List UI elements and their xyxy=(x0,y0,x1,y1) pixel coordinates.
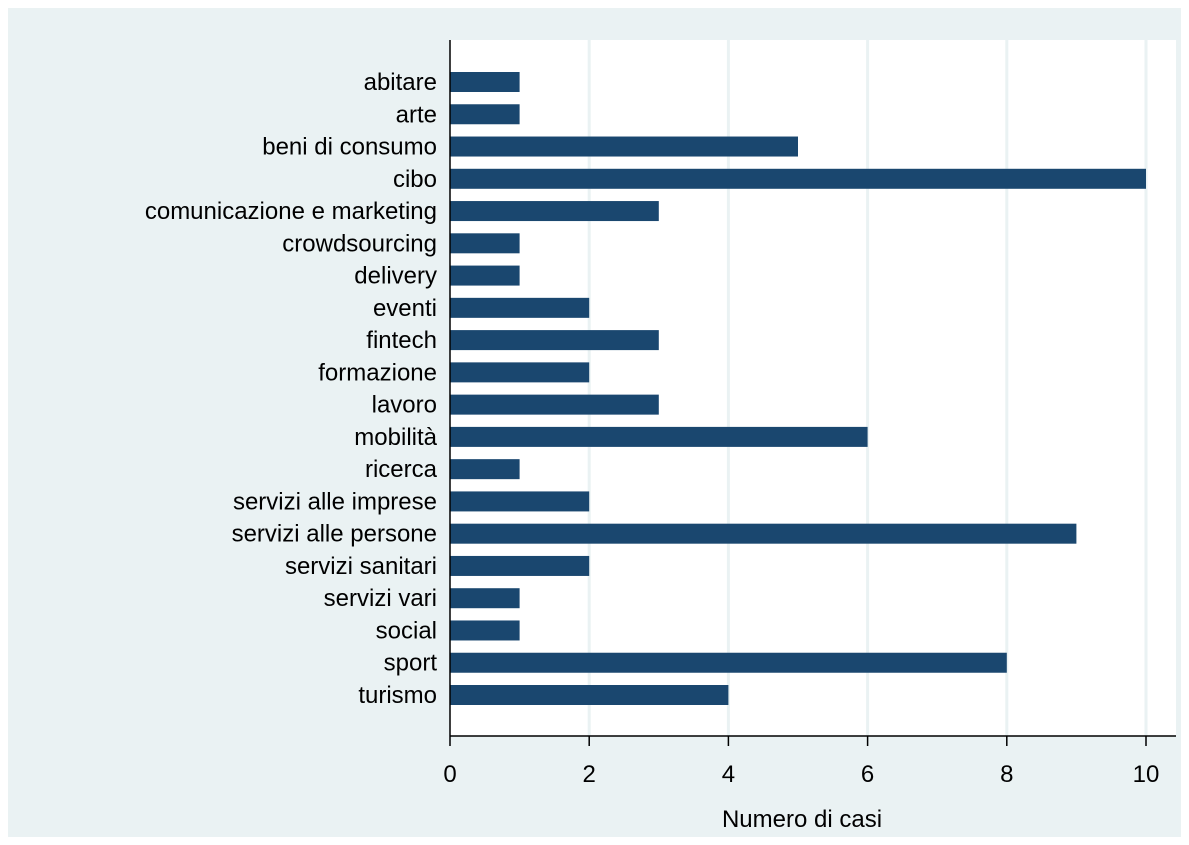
category-label: arte xyxy=(396,101,437,128)
x-axis-title: Numero di casi xyxy=(722,806,882,833)
bar xyxy=(450,491,590,512)
bar xyxy=(450,620,520,641)
bar xyxy=(450,136,798,157)
bar xyxy=(450,201,659,222)
bar xyxy=(450,330,659,351)
category-label: servizi alle imprese xyxy=(233,488,437,515)
category-label: formazione xyxy=(318,359,437,386)
category-label: social xyxy=(376,617,437,644)
x-tick-label: 10 xyxy=(1133,761,1160,788)
category-label: servizi alle persone xyxy=(232,521,437,548)
bar xyxy=(450,72,520,92)
category-label: sport xyxy=(384,650,438,677)
axes: 0 2 4 6 8 10 xyxy=(443,40,1176,788)
bar xyxy=(450,297,590,318)
bar xyxy=(450,265,520,286)
bar xyxy=(450,652,1007,673)
category-label: beni di consumo xyxy=(262,134,437,161)
category-label: delivery xyxy=(354,263,437,290)
x-tick-label: 2 xyxy=(583,761,596,788)
category-label: fintech xyxy=(366,327,437,354)
x-tick-label: 0 xyxy=(443,761,456,788)
category-label: crowdsourcing xyxy=(282,230,437,257)
bar xyxy=(450,394,659,415)
category-label: turismo xyxy=(358,682,437,709)
category-label: comunicazione e marketing xyxy=(145,198,437,225)
category-label: eventi xyxy=(373,295,437,322)
bar xyxy=(450,555,590,576)
bar xyxy=(450,685,729,705)
category-labels: abitare arte beni di consumo cibo comunicazi… xyxy=(145,69,438,709)
x-tick-label: 6 xyxy=(861,761,874,788)
category-label: mobilità xyxy=(354,424,437,451)
bar xyxy=(450,523,1077,544)
category-label: ricerca xyxy=(365,456,438,483)
bar xyxy=(450,168,1146,189)
bar xyxy=(450,426,868,447)
bar xyxy=(450,104,520,125)
x-tick-label: 4 xyxy=(722,761,735,788)
category-label: servizi vari xyxy=(324,585,437,612)
bar xyxy=(450,233,520,254)
bar xyxy=(450,362,590,383)
category-label: abitare xyxy=(364,69,437,96)
category-label: servizi sanitari xyxy=(285,553,437,580)
category-label: cibo xyxy=(393,166,437,193)
x-tick-label: 8 xyxy=(1000,761,1013,788)
bar xyxy=(450,459,520,480)
category-label: lavoro xyxy=(372,392,437,419)
bars xyxy=(450,72,1146,705)
bar xyxy=(450,588,520,609)
